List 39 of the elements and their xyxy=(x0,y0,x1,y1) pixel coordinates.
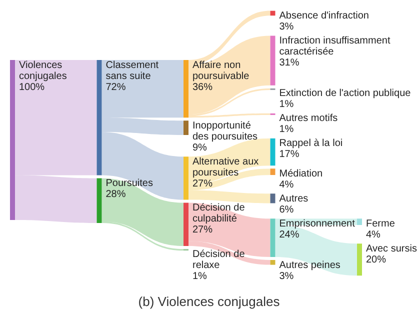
category-label: Médiation xyxy=(279,168,323,180)
category-label: Ferme xyxy=(366,218,396,230)
category-label: Emprisonnement xyxy=(279,218,356,230)
category-label: Infraction insuffisamment caractérisée xyxy=(279,36,390,58)
category-label: Autres peines xyxy=(279,260,340,271)
text: (b) Violences conjugales xyxy=(138,294,280,309)
category-label: Décision de relaxe xyxy=(192,248,246,271)
data-label: 27% xyxy=(192,178,213,190)
data-label: 6% xyxy=(279,204,294,216)
data-label: 3% xyxy=(279,270,294,282)
category-label: Poursuites xyxy=(106,178,153,189)
category-label: Alternative aux poursuites xyxy=(192,156,259,178)
data-label: 4% xyxy=(366,229,381,240)
category-label: Extinction de l'action publique xyxy=(279,88,412,100)
data-label: 17% xyxy=(279,149,300,160)
category-label: Autres motifs xyxy=(279,113,338,124)
data-label: 1% xyxy=(279,99,294,110)
category-label: Rappel à la loi xyxy=(279,138,343,150)
category-label: Violences conjugales xyxy=(19,60,67,82)
category-label: Absence d'infraction xyxy=(279,10,369,22)
category-label: Classement sans suite xyxy=(106,60,159,82)
data-label: 9% xyxy=(192,142,208,154)
data-label: 3% xyxy=(279,22,294,33)
category-label: Inopportunité des poursuites xyxy=(192,120,258,142)
data-label: 24% xyxy=(279,229,300,240)
data-label: 1% xyxy=(192,270,208,282)
category-label: Affaire non poursuivable xyxy=(192,60,250,82)
category-label: Décision de culpabilité xyxy=(192,202,246,225)
data-label: 4% xyxy=(279,179,294,190)
data-label: 31% xyxy=(279,58,300,69)
data-label: 27% xyxy=(192,224,213,236)
data-label: 72% xyxy=(106,82,126,93)
data-label: 100% xyxy=(19,82,45,93)
data-label: 1% xyxy=(279,124,294,136)
category-label: Avec sursis xyxy=(366,243,417,254)
data-label: 20% xyxy=(366,254,386,266)
data-label: 28% xyxy=(106,188,126,200)
data-label: 36% xyxy=(192,82,213,93)
category-label: Autres xyxy=(279,193,308,204)
